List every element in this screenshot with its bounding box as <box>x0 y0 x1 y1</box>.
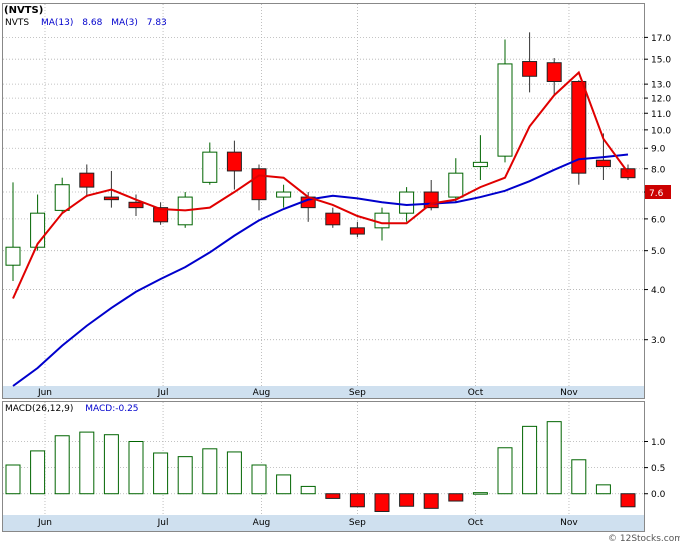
last-price-label: 7.6 <box>649 189 664 199</box>
month-label: Aug <box>253 388 271 398</box>
price-axis-strip <box>3 386 644 398</box>
ticker-title: (NVTS) <box>4 5 43 16</box>
candle-body <box>448 172 464 198</box>
candle-body <box>103 196 119 201</box>
legend-ticker: NVTS <box>5 18 29 28</box>
candle-body <box>325 212 341 226</box>
legend-ma3-label: MA(3) <box>111 18 138 28</box>
candle-body <box>399 191 415 214</box>
price-tick-label: 6.0 <box>651 215 666 225</box>
candle-body <box>472 161 488 168</box>
macd-histogram <box>5 421 636 512</box>
macd-bar <box>54 435 70 495</box>
macd-bar <box>423 493 439 509</box>
price-tick-label: 13.0 <box>651 81 671 91</box>
candle-body <box>349 227 365 235</box>
macd-bar <box>5 464 21 495</box>
legend-ma13-label: MA(13) <box>41 18 73 28</box>
watermark: © 12Stocks.com <box>608 534 680 544</box>
macd-bar <box>595 484 611 495</box>
month-label: Jul <box>157 518 169 528</box>
macd-axis-strip <box>3 515 644 531</box>
price-tick-label: 11.0 <box>651 110 671 120</box>
candle-body <box>620 168 636 179</box>
price-legend: NVTS MA(13) 8.68 MA(3) 7.83 <box>5 18 167 28</box>
moving-averages <box>12 70 629 387</box>
candle-body <box>202 151 218 183</box>
macd-legend-value: MACD:-0.25 <box>85 404 138 414</box>
candle-body <box>30 212 46 248</box>
macd-bar <box>325 493 341 499</box>
candle-body <box>571 80 587 174</box>
macd-bar <box>349 493 365 508</box>
price-tick-label: 3.0 <box>651 336 666 346</box>
macd-bar <box>128 441 144 495</box>
macd-bar <box>30 450 46 495</box>
macd-bar <box>300 485 316 495</box>
candle-body <box>128 201 144 209</box>
legend-ma3-value: 7.83 <box>147 18 167 28</box>
grid-lines <box>3 4 644 515</box>
macd-bar <box>620 493 636 508</box>
candle-body <box>153 207 169 223</box>
macd-bar <box>226 451 242 495</box>
macd-bar <box>448 493 464 502</box>
macd-bar <box>276 474 292 495</box>
month-label: Aug <box>253 518 271 528</box>
price-tick-label: 12.0 <box>651 95 671 105</box>
candle-body <box>546 62 562 82</box>
macd-bar <box>79 431 95 495</box>
candle-body <box>595 159 611 168</box>
month-label: Nov <box>560 518 578 528</box>
candles <box>5 32 636 282</box>
candle-body <box>522 61 538 77</box>
macd-bar <box>177 456 193 495</box>
ma3-line <box>12 70 629 299</box>
macd-bar <box>153 452 169 495</box>
macd-bar <box>472 492 488 495</box>
macd-tick-label: 0.0 <box>651 490 666 500</box>
price-tick-label: 5.0 <box>651 247 666 257</box>
month-label: Sep <box>349 388 366 398</box>
price-tick-label: 10.0 <box>651 126 671 136</box>
price-tick-label: 9.0 <box>651 145 666 155</box>
month-label: Jun <box>37 518 52 528</box>
month-label: Jul <box>157 388 169 398</box>
macd-bar <box>103 434 119 495</box>
month-label: Sep <box>349 518 366 528</box>
candle-body <box>497 63 513 157</box>
last-price-box <box>645 185 671 199</box>
macd-legend-label: MACD(26,12,9) <box>5 404 73 414</box>
macd-tick-label: 0.5 <box>651 464 665 474</box>
candle-body <box>423 191 439 209</box>
macd-tick-label: 1.0 <box>651 438 666 448</box>
month-label: Nov <box>560 388 578 398</box>
candle-body <box>374 212 390 229</box>
candle-body <box>54 184 70 211</box>
macd-bar <box>571 459 587 495</box>
macd-bar <box>546 421 562 495</box>
macd-legend: MACD(26,12,9) MACD:-0.25 <box>5 404 139 414</box>
month-label: Oct <box>468 388 484 398</box>
candle-body <box>226 151 242 172</box>
macd-bar <box>399 493 415 507</box>
month-label: Oct <box>468 518 484 528</box>
ma13-line <box>12 153 629 387</box>
price-tick-label: 15.0 <box>651 56 671 66</box>
candle-body <box>276 191 292 198</box>
price-tick-label: 17.0 <box>651 34 671 44</box>
macd-bar <box>202 448 218 495</box>
macd-bar <box>374 493 390 512</box>
candle-body <box>5 246 21 266</box>
legend-ma13-value: 8.68 <box>82 18 102 28</box>
price-tick-label: 8.0 <box>651 165 666 175</box>
price-tick-label: 4.0 <box>651 286 666 296</box>
month-label: Jun <box>37 388 52 398</box>
macd-bar <box>522 425 538 495</box>
macd-bar <box>251 464 267 495</box>
candle-body <box>251 168 267 201</box>
macd-bar <box>497 447 513 495</box>
candle-body <box>79 172 95 188</box>
